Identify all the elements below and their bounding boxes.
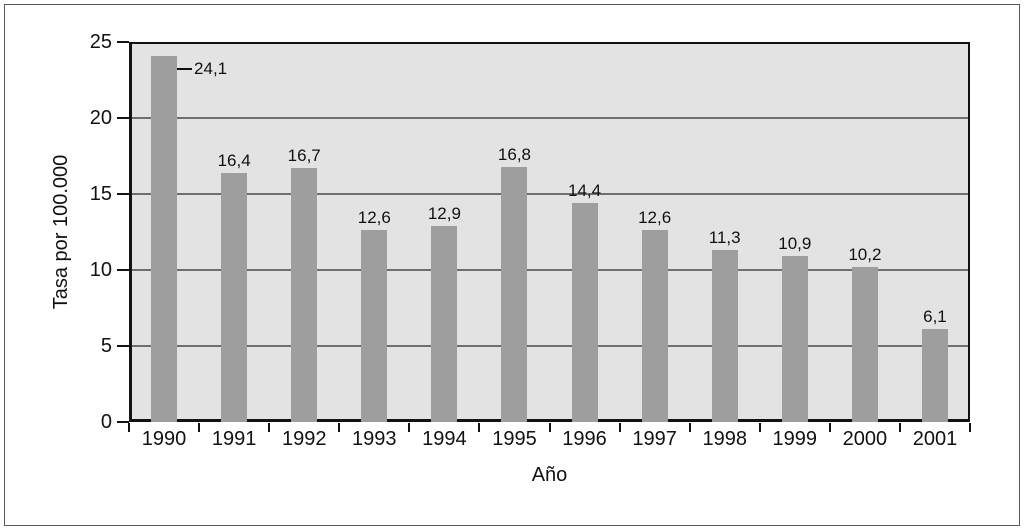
x-axis-tick-12 bbox=[969, 423, 971, 432]
gridline-y-15 bbox=[132, 193, 968, 195]
bar-1996 bbox=[571, 203, 598, 422]
x-tick-label-1992: 1992 bbox=[281, 428, 327, 450]
bar-1997 bbox=[641, 230, 668, 422]
bar-1993 bbox=[361, 230, 388, 422]
bar-1992 bbox=[291, 168, 318, 422]
figure-border bbox=[4, 4, 1020, 526]
gridline-y-20 bbox=[132, 117, 968, 119]
x-axis-tick-4 bbox=[408, 423, 411, 432]
x-tick-label-1994: 1994 bbox=[422, 428, 467, 450]
x-axis-tick-3 bbox=[338, 423, 341, 432]
x-tick-label-1995: 1995 bbox=[492, 428, 537, 450]
x-axis-tick-7 bbox=[618, 423, 621, 432]
bar-value-label-1994: 12,9 bbox=[427, 203, 461, 223]
x-axis-tick-0 bbox=[128, 423, 130, 432]
y-axis-tick-5 bbox=[117, 345, 129, 347]
x-axis-tick-5 bbox=[478, 423, 481, 432]
gridline-y-10 bbox=[132, 269, 968, 271]
bar-value-label-1996: 14,4 bbox=[567, 181, 602, 201]
x-axis-tick-1 bbox=[198, 423, 201, 432]
bar-1994 bbox=[431, 225, 458, 422]
bar-value-label-1990: 24,1 bbox=[194, 58, 228, 78]
y-tick-label-25: 25 bbox=[89, 31, 112, 53]
bar-1990 bbox=[151, 55, 178, 422]
x-tick-label-1997: 1997 bbox=[632, 428, 677, 450]
y-tick-label-15: 15 bbox=[89, 183, 112, 205]
bar-2001 bbox=[921, 329, 948, 422]
bar-1998 bbox=[711, 250, 738, 422]
bar-2000 bbox=[851, 266, 878, 422]
x-axis-tick-6 bbox=[548, 423, 551, 432]
x-axis-tick-8 bbox=[688, 423, 691, 432]
bar-1999 bbox=[781, 256, 808, 422]
bar-1991 bbox=[221, 172, 248, 422]
y-axis-tick-25 bbox=[117, 41, 129, 43]
plot-area bbox=[129, 42, 970, 422]
x-tick-label-1991: 1991 bbox=[211, 428, 257, 450]
x-axis-tick-2 bbox=[268, 423, 271, 432]
bar-value-label-2000: 10,2 bbox=[848, 244, 882, 264]
x-tick-label-2000: 2000 bbox=[842, 428, 888, 450]
bar-value-label-1999: 10,9 bbox=[778, 234, 812, 254]
bar-value-label-1997: 12,6 bbox=[638, 208, 672, 228]
y-tick-label-20: 20 bbox=[89, 107, 112, 129]
y-axis-tick-0 bbox=[117, 421, 129, 423]
bar-value-label-1998: 11,3 bbox=[708, 228, 741, 248]
bar-value-label-2001: 6,1 bbox=[923, 307, 947, 327]
x-tick-label-2001: 2001 bbox=[912, 428, 958, 450]
y-tick-label-0: 0 bbox=[100, 411, 112, 433]
bar-1995 bbox=[501, 166, 528, 422]
x-axis-tick-9 bbox=[758, 423, 761, 432]
y-axis-tick-20 bbox=[117, 117, 129, 119]
value-leader-line-1990 bbox=[177, 67, 193, 70]
gridline-y-5 bbox=[132, 345, 968, 347]
bar-value-label-1991: 16,4 bbox=[217, 150, 251, 170]
y-tick-label-5: 5 bbox=[100, 335, 112, 357]
bar-value-label-1995: 16,8 bbox=[497, 144, 531, 164]
x-tick-label-1996: 1996 bbox=[562, 428, 607, 450]
x-axis-title: Año bbox=[531, 464, 568, 486]
x-tick-label-1990: 1990 bbox=[141, 428, 187, 450]
y-axis-tick-10 bbox=[117, 269, 129, 271]
x-axis-tick-11 bbox=[898, 423, 901, 432]
x-tick-label-1999: 1999 bbox=[772, 428, 818, 450]
x-axis-tick-10 bbox=[828, 423, 831, 432]
y-axis-tick-15 bbox=[117, 193, 129, 195]
x-tick-label-1998: 1998 bbox=[702, 428, 747, 450]
bar-value-label-1993: 12,6 bbox=[357, 208, 391, 228]
x-tick-label-1993: 1993 bbox=[352, 428, 397, 450]
bar-value-label-1992: 16,7 bbox=[287, 146, 321, 166]
y-tick-label-10: 10 bbox=[89, 259, 112, 281]
